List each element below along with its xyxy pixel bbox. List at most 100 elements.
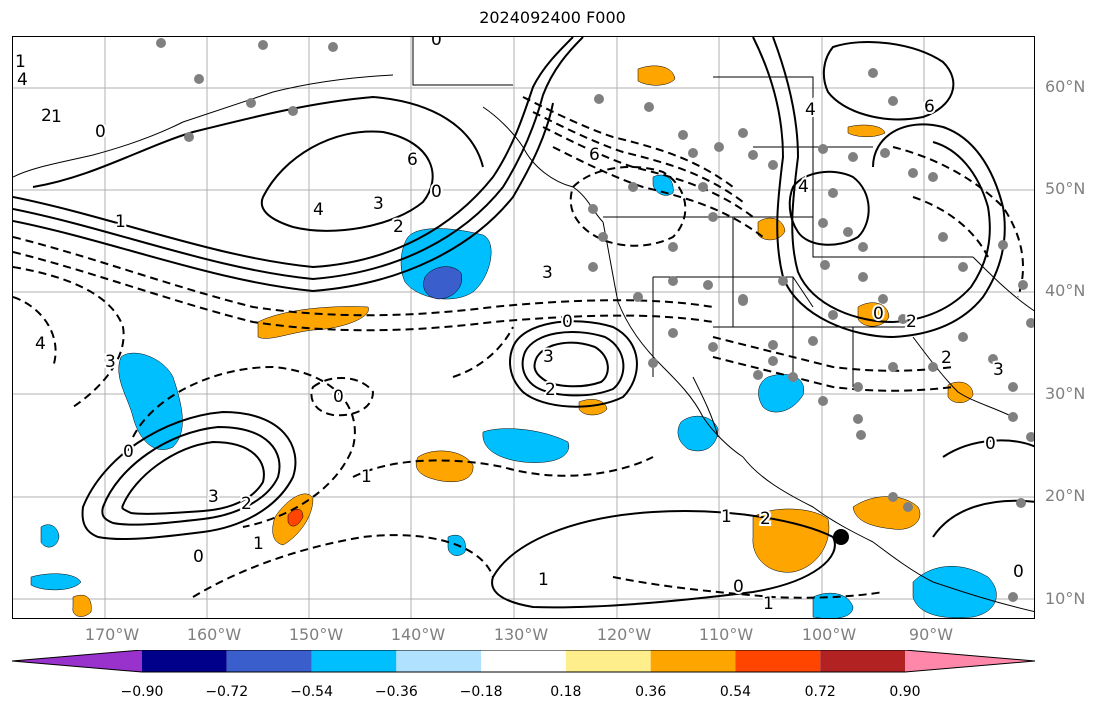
- colorbar-extend-low: [12, 650, 142, 672]
- contour-label: 0: [873, 304, 884, 324]
- colorbar-segment: [820, 650, 905, 672]
- colorbar-tick-label: 0.18: [550, 684, 582, 700]
- contour-label-halo: 3: [542, 263, 553, 283]
- orange-patch-canada: [637, 65, 676, 86]
- contour-label-halo: 2: [393, 217, 404, 237]
- contour-label-halo: 3: [543, 347, 554, 367]
- orange-patch-ne: [847, 124, 886, 137]
- contour-label: 1: [721, 507, 732, 527]
- contour-label: 1: [538, 570, 549, 590]
- contour-label: 3: [993, 360, 1004, 380]
- colorbar-tick-label: 0.72: [804, 684, 836, 700]
- red-core-southwest: [287, 509, 304, 527]
- colorbar-segment: [565, 650, 651, 672]
- lon-label-140w: 140°W: [390, 625, 446, 644]
- colorbar-tick-label: −0.54: [290, 684, 333, 700]
- orange-patch-hawaii: [415, 450, 474, 482]
- contour-label-halo: 2: [41, 106, 52, 126]
- contour-label-halo: 4: [805, 100, 816, 120]
- contour-label: 6: [407, 150, 418, 170]
- colorbar-segment: [735, 650, 821, 672]
- contour-label: 1: [51, 107, 62, 127]
- contour-label-halo: 3: [105, 352, 116, 372]
- contour-label-halo: 2: [545, 380, 556, 400]
- contour-label: 2: [941, 348, 952, 368]
- contour-label: 3: [208, 487, 219, 507]
- colorbar-segment: [396, 650, 482, 672]
- contour-label: 0: [431, 182, 442, 202]
- coastlines: [13, 37, 1034, 613]
- contour-label: 1: [763, 594, 774, 614]
- contour-label: 0: [562, 312, 573, 332]
- lon-label-120w: 120°W: [596, 625, 652, 644]
- contour-label: 3: [105, 352, 116, 372]
- lon-label-130w: 130°W: [493, 625, 549, 644]
- lon-label-150w: 150°W: [288, 625, 344, 644]
- blue-patch-west: [118, 352, 183, 450]
- colorbar-segment: [481, 650, 566, 672]
- orange-patch-east: [947, 381, 974, 403]
- shaded-anomaly-fills: [30, 65, 997, 618]
- contours-dashed: [13, 96, 1024, 599]
- contour-label: 2: [393, 217, 404, 237]
- contour-label-halo: 0: [733, 577, 744, 597]
- lon-label-110w: 110°W: [698, 625, 754, 644]
- colorbar-segment: [311, 650, 397, 672]
- lon-label-160w: 160°W: [186, 625, 242, 644]
- dark-blue-core: [423, 266, 463, 300]
- contour-label-halo: 6: [924, 97, 935, 117]
- contour-label-halo: 1: [115, 212, 126, 232]
- contour-label-halo: 1: [763, 594, 774, 614]
- contour-label-halo: 3: [373, 194, 384, 214]
- contour-label-halo: 0: [333, 387, 344, 407]
- lat-label-50n: 50°N: [1045, 179, 1086, 198]
- colorbar: [11, 650, 1036, 673]
- contour-label-halo: 0: [431, 182, 442, 202]
- contour-label-halo: 3: [208, 487, 219, 507]
- orange-patch-atlantic: [72, 594, 92, 617]
- contour-label-halo: 0: [985, 434, 996, 454]
- blue-patch-small-2: [30, 573, 82, 591]
- orange-patch-gulf: [852, 496, 921, 530]
- blue-patch-pacific-south: [812, 592, 854, 618]
- colorbar-tick-label: 0.90: [889, 684, 921, 700]
- lat-label-60n: 60°N: [1045, 77, 1086, 96]
- colorbar-tick-label: 0.36: [635, 684, 667, 700]
- contour-label-halo: 0: [562, 312, 573, 332]
- contour-label-halo: 1: [51, 107, 62, 127]
- contour-label: 0: [95, 122, 106, 142]
- contour-label-halo: 4: [35, 334, 46, 354]
- graticule: [13, 37, 1034, 618]
- lat-label-20n: 20°N: [1045, 486, 1086, 505]
- contour-label: 2: [241, 494, 252, 514]
- contour-label: 1: [15, 52, 26, 72]
- map-title: 2024092400 F000: [479, 8, 626, 27]
- lon-label-90w: 90°W: [908, 625, 954, 644]
- colorbar-outline: [11, 650, 1036, 673]
- contour-label-halo: 4: [17, 70, 28, 90]
- colorbar-segment: [226, 650, 312, 672]
- contour-label: 3: [543, 347, 554, 367]
- orange-patch-pacific: [257, 306, 369, 339]
- contour-label: 4: [17, 70, 28, 90]
- contour-label-halo: 1: [253, 534, 264, 554]
- station-dots: [156, 38, 1034, 602]
- contour-label-halo: 0: [1013, 562, 1024, 582]
- lon-label-170w: 170°W: [84, 625, 140, 644]
- contour-label: 0: [431, 37, 442, 50]
- contour-label: 6: [589, 145, 600, 165]
- contours-solid: [13, 37, 1034, 609]
- contour-label-halo: 4: [798, 177, 809, 197]
- contour-label-halo: 0: [123, 442, 134, 462]
- colorbar-tick-label: 0.54: [719, 684, 752, 700]
- contour-label: 0: [1013, 562, 1024, 582]
- colorbar-tick-label: −0.18: [459, 684, 503, 700]
- contour-label: 1: [253, 534, 264, 554]
- contour-label-halo: 1: [361, 467, 372, 487]
- storm-center-marker: [833, 529, 849, 545]
- contour-label: 3: [542, 263, 553, 283]
- contour-label-halo: 1: [721, 507, 732, 527]
